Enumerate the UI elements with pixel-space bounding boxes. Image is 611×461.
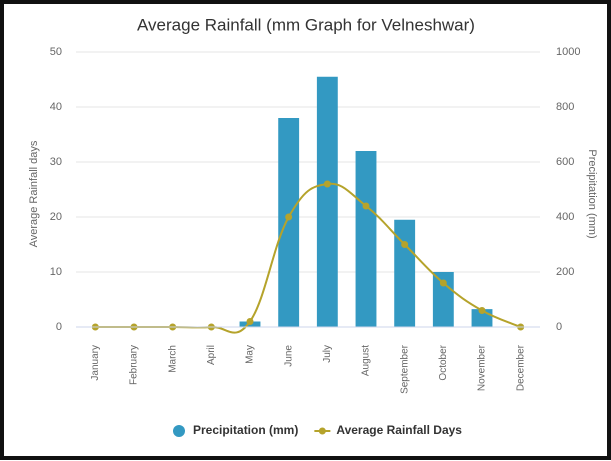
x-tick-label: October [438, 344, 449, 380]
bar [316, 76, 338, 327]
x-tick-label: November [477, 344, 488, 391]
y2-tick-label: 400 [556, 211, 574, 223]
line-point [246, 318, 254, 325]
x-tick-label: February [129, 345, 140, 385]
line [95, 182, 522, 334]
y2-tick-label: 200 [556, 266, 574, 278]
line-point [401, 241, 409, 248]
x-tick-label: December [515, 344, 526, 391]
bar [278, 118, 300, 327]
x-tick-label: January [90, 345, 101, 381]
line-point [323, 180, 331, 188]
line-point [478, 307, 486, 314]
y2-axis-label: Precipitation (mm) [586, 149, 598, 238]
line-point [285, 213, 293, 221]
x-tick-label: August [361, 345, 372, 376]
chart-title: Average Rainfall (mm Graph for Velneshwa… [137, 15, 475, 34]
y-tick-label: 0 [56, 321, 62, 333]
x-tick-label: September [399, 344, 410, 394]
legend-label: Average Rainfall Days [336, 423, 462, 437]
y-tick-label: 30 [50, 156, 62, 168]
y2-tick-label: 800 [556, 101, 574, 113]
y2-tick-label: 1000 [556, 46, 580, 58]
x-tick-label: May [245, 345, 256, 364]
x-tick-label: March [167, 345, 178, 373]
line-point [362, 202, 370, 210]
x-tick-label: April [206, 345, 217, 365]
chart: Average Rainfall (mm Graph for Velneshwa… [28, 15, 598, 437]
y2-tick-label: 600 [556, 156, 574, 168]
y-axis-label: Average Rainfall days [28, 140, 40, 247]
line-point [439, 279, 447, 287]
y2-tick-label: 0 [556, 321, 562, 333]
y-tick-label: 10 [50, 266, 62, 278]
bar [394, 219, 416, 327]
legend-label: Precipitation (mm) [193, 423, 298, 437]
legend-marker [318, 427, 326, 435]
x-tick-label: June [283, 345, 294, 367]
y-tick-label: 40 [50, 101, 62, 113]
bar [355, 151, 377, 327]
bar [432, 272, 454, 327]
legend-marker [173, 425, 185, 437]
x-tick-label: July [322, 345, 333, 363]
y-tick-label: 50 [50, 46, 62, 58]
y-tick-label: 20 [50, 211, 62, 223]
